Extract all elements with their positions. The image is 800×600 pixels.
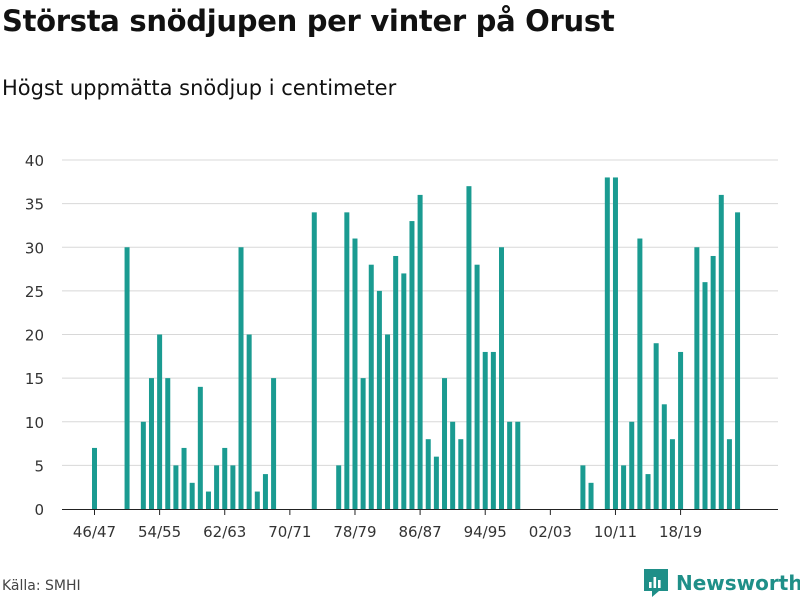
bar-61-62[interactable]	[214, 465, 220, 509]
bar-67-68[interactable]	[262, 474, 268, 509]
bar-66-67[interactable]	[254, 491, 260, 509]
bar-06-07[interactable]	[580, 465, 586, 509]
y-tick-label: 25	[25, 283, 44, 301]
y-tick-label: 30	[25, 239, 44, 257]
bar-93-94[interactable]	[474, 264, 480, 509]
bar-15-16[interactable]	[653, 343, 659, 509]
y-tick-label: 15	[25, 370, 44, 388]
bar-11-12[interactable]	[621, 465, 627, 509]
bar-68-69[interactable]	[271, 378, 277, 509]
bar-81-82[interactable]	[376, 290, 382, 509]
bar-54-55[interactable]	[157, 334, 163, 510]
bar-59-60[interactable]	[197, 386, 203, 509]
bar-25-26[interactable]	[735, 212, 741, 509]
bar-24-25[interactable]	[726, 439, 732, 509]
bar-07-08[interactable]	[588, 482, 594, 509]
y-tick-label: 20	[25, 327, 44, 345]
x-tick-label: 62/63	[203, 523, 246, 541]
bar-21-22[interactable]	[702, 282, 708, 509]
y-tick-label: 40	[25, 152, 44, 170]
bar-20-21[interactable]	[694, 247, 700, 509]
bar-78-79[interactable]	[352, 238, 358, 509]
x-tick-label: 54/55	[138, 523, 181, 541]
chart-subtitle: Högst uppmätta snödjup i centimeter	[2, 76, 397, 100]
bar-22-23[interactable]	[710, 255, 716, 509]
bar-52-53[interactable]	[140, 421, 146, 509]
bar-18-19[interactable]	[678, 351, 684, 509]
bar-16-17[interactable]	[661, 404, 667, 509]
bar-73-74[interactable]	[311, 212, 317, 509]
bar-76-77[interactable]	[336, 465, 342, 509]
bar-56-57[interactable]	[173, 465, 179, 509]
bar-50-51[interactable]	[124, 247, 130, 509]
bar-79-80[interactable]	[360, 378, 366, 509]
source-label: Källa: SMHI	[2, 578, 81, 594]
bar-94-95[interactable]	[482, 351, 488, 509]
x-tick-label: 10/11	[594, 523, 637, 541]
bar-83-84[interactable]	[393, 255, 399, 509]
bar-80-81[interactable]	[368, 264, 374, 509]
brand-name: Newsworthy	[676, 571, 800, 595]
x-tick-label: 18/19	[659, 523, 702, 541]
bar-77-78[interactable]	[344, 212, 350, 509]
bar-85-86[interactable]	[409, 221, 415, 509]
bar-95-96[interactable]	[490, 351, 496, 509]
bar-88-89[interactable]	[433, 456, 439, 509]
bar-89-90[interactable]	[442, 378, 448, 509]
y-tick-label: 0	[34, 501, 44, 519]
x-tick-label: 94/95	[464, 523, 507, 541]
bar-17-18[interactable]	[669, 439, 675, 509]
newsworthy-logo-icon	[644, 569, 668, 597]
bar-46-47[interactable]	[92, 447, 97, 509]
bar-12-13[interactable]	[629, 421, 635, 509]
bar-13-14[interactable]	[637, 238, 643, 509]
bar-53-54[interactable]	[148, 378, 154, 509]
x-tick-label: 86/87	[398, 523, 441, 541]
bar-14-15[interactable]	[645, 474, 651, 509]
bar-92-93[interactable]	[466, 186, 472, 510]
bar-57-58[interactable]	[181, 447, 187, 509]
x-tick-label: 78/79	[333, 523, 376, 541]
y-tick-label: 5	[34, 457, 44, 475]
bar-23-24[interactable]	[718, 194, 724, 509]
bar-64-65[interactable]	[238, 247, 244, 509]
x-tick-label: 46/47	[73, 523, 116, 541]
y-tick-label: 10	[25, 414, 44, 432]
y-tick-label: 35	[25, 196, 44, 214]
bar-82-83[interactable]	[385, 334, 391, 510]
bar-63-64[interactable]	[230, 465, 236, 509]
bar-58-59[interactable]	[189, 482, 195, 509]
bar-97-98[interactable]	[507, 421, 513, 509]
bar-60-61[interactable]	[205, 491, 211, 509]
bar-65-66[interactable]	[246, 334, 252, 510]
bar-84-85[interactable]	[401, 273, 407, 509]
x-tick-label: 02/03	[529, 523, 572, 541]
bar-10-11[interactable]	[612, 177, 618, 509]
x-tick-label: 70/71	[268, 523, 311, 541]
bar-09-10[interactable]	[604, 177, 610, 509]
bar-55-56[interactable]	[165, 378, 171, 509]
bar-96-97[interactable]	[499, 247, 504, 509]
newsworthy-brand[interactable]: Newsworthy	[644, 569, 800, 597]
bar-62-63[interactable]	[222, 447, 228, 509]
bar-86-87[interactable]	[417, 194, 423, 509]
chart-title: Största snödjupen per vinter på Orust	[2, 4, 615, 38]
bar-chart: 0 5 10 15 20 25 30 35 40 46/47 54/55 62/63 70/71 78/7…	[25, 152, 778, 541]
bar-91-92[interactable]	[458, 439, 464, 509]
bar-87-88[interactable]	[425, 439, 431, 509]
bar-90-91[interactable]	[450, 421, 456, 509]
bar-98-99[interactable]	[515, 421, 521, 509]
